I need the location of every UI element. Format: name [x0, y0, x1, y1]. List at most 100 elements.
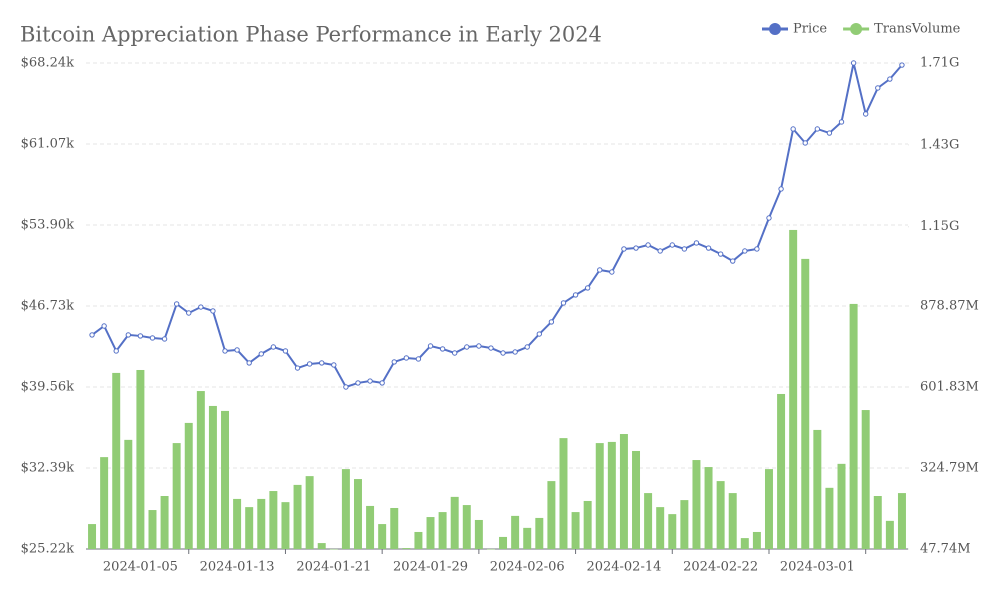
- bar: [499, 536, 508, 549]
- bar: [668, 514, 677, 549]
- bar: [88, 524, 97, 549]
- y2-tick-label: 601.83M: [920, 379, 979, 394]
- price-point: [899, 62, 905, 68]
- price-point: [633, 245, 639, 251]
- bar: [692, 460, 701, 549]
- price-point: [331, 362, 337, 368]
- legend-swatch-dot: [850, 23, 863, 35]
- price-point: [584, 285, 591, 291]
- price-point: [838, 119, 845, 125]
- bar: [317, 543, 326, 549]
- price-point: [343, 384, 349, 390]
- price-point: [246, 360, 252, 366]
- bar: [619, 434, 628, 549]
- bar: [777, 393, 786, 549]
- y2-tick-label: 1.43G: [920, 137, 959, 152]
- chart-title: Bitcoin Appreciation Phase Performance i…: [20, 23, 602, 47]
- price-point: [125, 332, 132, 338]
- y2-tick-label: 878.87M: [920, 299, 979, 314]
- price-point: [693, 240, 700, 246]
- bar: [535, 517, 544, 549]
- bar: [511, 515, 520, 549]
- bar: [837, 463, 846, 549]
- price-point: [512, 349, 518, 355]
- price-point: [101, 323, 107, 329]
- price-point: [222, 348, 228, 354]
- bar: [160, 496, 169, 549]
- bar: [136, 369, 145, 549]
- bar: [825, 487, 834, 549]
- bar: [305, 476, 314, 549]
- bar: [269, 491, 278, 549]
- price-point: [161, 336, 168, 342]
- price-point: [621, 246, 627, 252]
- price-point: [778, 186, 784, 192]
- bar: [341, 469, 350, 549]
- price-point: [790, 126, 796, 132]
- bar: [257, 498, 266, 549]
- bar: [462, 505, 471, 549]
- y-tick-label: $53.90k: [21, 218, 74, 233]
- price-point: [367, 378, 373, 384]
- price-point: [548, 319, 555, 325]
- bar: [813, 429, 822, 549]
- y-tick-label: $32.39k: [21, 461, 74, 476]
- bar: [196, 391, 205, 549]
- bar: [571, 512, 580, 549]
- y2-tick-label: 1.15G: [920, 219, 959, 234]
- bar: [885, 520, 894, 549]
- bar: [523, 527, 532, 549]
- bar: [547, 481, 556, 549]
- price-point: [500, 350, 506, 356]
- price-point: [234, 347, 240, 353]
- bar: [245, 507, 254, 549]
- legend-label: TransVolume: [874, 22, 961, 37]
- bar: [184, 422, 193, 549]
- legend-label: Price: [793, 22, 827, 37]
- price-point: [415, 356, 422, 362]
- bar: [873, 496, 882, 549]
- x-tick-label: 2024-03-01: [780, 560, 855, 575]
- bar: [293, 484, 302, 549]
- bar: [450, 496, 459, 549]
- bar: [764, 469, 773, 549]
- x-tick-label: 2024-02-14: [586, 560, 661, 575]
- price-point: [645, 242, 651, 248]
- x-tick-label: 2024-02-06: [490, 560, 565, 575]
- y-tick-label: $46.73k: [21, 299, 74, 314]
- price-point: [186, 310, 192, 316]
- price-point: [282, 348, 289, 354]
- price-point: [294, 365, 301, 371]
- price-point: [270, 344, 277, 350]
- price-point: [802, 140, 808, 146]
- price-point: [814, 126, 821, 132]
- bar: [366, 505, 375, 549]
- price-point: [476, 343, 482, 349]
- price-point: [875, 85, 881, 91]
- bar: [426, 517, 435, 549]
- bar: [644, 493, 653, 549]
- price-point: [210, 308, 216, 314]
- price-point: [403, 355, 410, 361]
- x-tick-label: 2024-02-22: [683, 560, 758, 575]
- bar: [559, 438, 568, 549]
- bar: [656, 507, 665, 549]
- x-tick-label: 2024-01-29: [393, 560, 468, 575]
- bar: [148, 510, 157, 549]
- y-tick-label: $25.22k: [21, 542, 74, 557]
- bar: [233, 498, 242, 549]
- price-point: [536, 331, 543, 337]
- bar: [100, 457, 109, 549]
- bar: [897, 493, 906, 549]
- x-tick-label: 2024-01-05: [103, 560, 178, 575]
- bar: [124, 439, 133, 549]
- price-point: [572, 292, 579, 298]
- price-point: [669, 242, 675, 248]
- price-point: [742, 248, 748, 254]
- bar: [172, 443, 181, 549]
- bar: [438, 512, 447, 549]
- price-point: [198, 304, 204, 310]
- price-point: [850, 60, 857, 66]
- price-point: [451, 350, 458, 356]
